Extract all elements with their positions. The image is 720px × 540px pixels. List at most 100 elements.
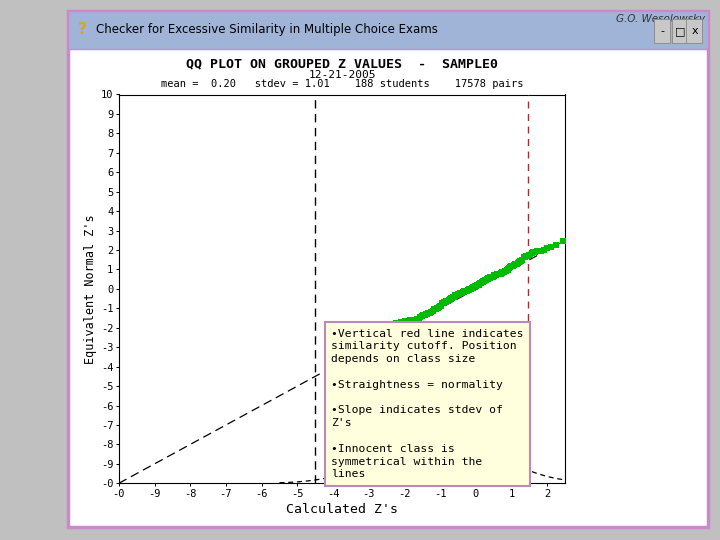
- Text: QQ PLOT ON GROUPED Z VALUES  -  SAMPLE0: QQ PLOT ON GROUPED Z VALUES - SAMPLE0: [186, 57, 498, 70]
- Text: mean =  0.20   stdev = 1.01    188 students    17578 pairs: mean = 0.20 stdev = 1.01 188 students 17…: [161, 79, 523, 89]
- Point: [452, 290, 464, 299]
- Point: [516, 256, 527, 265]
- Point: [482, 274, 494, 283]
- Point: [383, 321, 395, 330]
- Point: [409, 315, 420, 324]
- Point: [483, 274, 495, 282]
- Text: -: -: [660, 26, 665, 36]
- Point: [485, 273, 496, 282]
- Point: [519, 253, 531, 261]
- Point: [500, 266, 512, 275]
- Point: [515, 257, 526, 266]
- Point: [490, 271, 502, 280]
- Point: [466, 284, 477, 293]
- FancyBboxPatch shape: [68, 11, 708, 49]
- Point: [504, 263, 516, 272]
- Point: [485, 273, 497, 282]
- FancyBboxPatch shape: [686, 19, 702, 43]
- Point: [390, 319, 402, 328]
- Point: [500, 266, 511, 275]
- Point: [482, 275, 493, 284]
- Point: [452, 290, 464, 299]
- Point: [432, 304, 444, 313]
- Point: [499, 267, 510, 275]
- Point: [521, 251, 533, 260]
- Point: [457, 288, 469, 296]
- Point: [458, 288, 469, 296]
- Point: [473, 280, 485, 289]
- Point: [459, 287, 470, 296]
- Point: [498, 268, 509, 276]
- Point: [521, 252, 532, 261]
- Point: [464, 285, 475, 294]
- Point: [460, 287, 472, 295]
- Point: [405, 316, 416, 325]
- Point: [508, 261, 519, 270]
- Point: [464, 285, 476, 293]
- Point: [531, 247, 543, 255]
- Point: [442, 296, 454, 305]
- Point: [438, 298, 450, 307]
- Point: [449, 292, 461, 301]
- Point: [536, 246, 547, 255]
- FancyBboxPatch shape: [654, 19, 670, 43]
- Point: [503, 264, 515, 272]
- Point: [477, 278, 489, 286]
- Point: [450, 291, 462, 300]
- Point: [465, 285, 477, 293]
- Text: 12-21-2005: 12-21-2005: [308, 70, 376, 79]
- Point: [479, 276, 490, 285]
- Point: [426, 308, 437, 316]
- Point: [407, 316, 418, 325]
- Point: [451, 291, 462, 300]
- Point: [448, 293, 459, 301]
- Point: [451, 291, 463, 300]
- Point: [421, 309, 433, 318]
- Point: [495, 269, 507, 278]
- Point: [477, 277, 489, 286]
- Point: [529, 247, 541, 256]
- Point: [431, 305, 442, 313]
- Point: [436, 299, 448, 308]
- Point: [418, 311, 429, 320]
- Point: [491, 271, 503, 279]
- Point: [475, 279, 487, 287]
- Text: •Vertical red line indicates
similarity cutoff. Position
depends on class size

: •Vertical red line indicates similarity …: [331, 329, 523, 480]
- Point: [445, 294, 456, 303]
- Point: [423, 309, 435, 318]
- Point: [425, 309, 436, 318]
- Point: [545, 243, 557, 252]
- Point: [449, 291, 461, 300]
- Point: [395, 318, 407, 327]
- Point: [486, 273, 498, 281]
- Point: [456, 288, 467, 297]
- Y-axis label: Equivalent Normal Z's: Equivalent Normal Z's: [84, 214, 96, 364]
- Point: [550, 241, 562, 249]
- Point: [440, 298, 451, 306]
- Point: [506, 262, 518, 271]
- Point: [523, 251, 534, 260]
- Point: [485, 273, 496, 282]
- Point: [480, 275, 492, 284]
- Point: [420, 310, 431, 319]
- Point: [491, 270, 503, 279]
- Point: [469, 282, 480, 291]
- Point: [481, 275, 492, 284]
- Point: [512, 259, 523, 268]
- Point: [456, 288, 468, 297]
- Point: [496, 268, 508, 277]
- Point: [476, 278, 487, 287]
- Point: [369, 326, 381, 334]
- Point: [436, 301, 447, 310]
- Point: [455, 289, 467, 298]
- Point: [510, 260, 522, 268]
- Text: ?: ?: [78, 22, 87, 37]
- Point: [481, 275, 492, 284]
- Point: [453, 290, 464, 299]
- Point: [518, 253, 529, 261]
- Point: [446, 293, 458, 302]
- Point: [467, 284, 478, 292]
- Point: [490, 271, 501, 280]
- Point: [474, 279, 486, 287]
- Point: [498, 267, 510, 276]
